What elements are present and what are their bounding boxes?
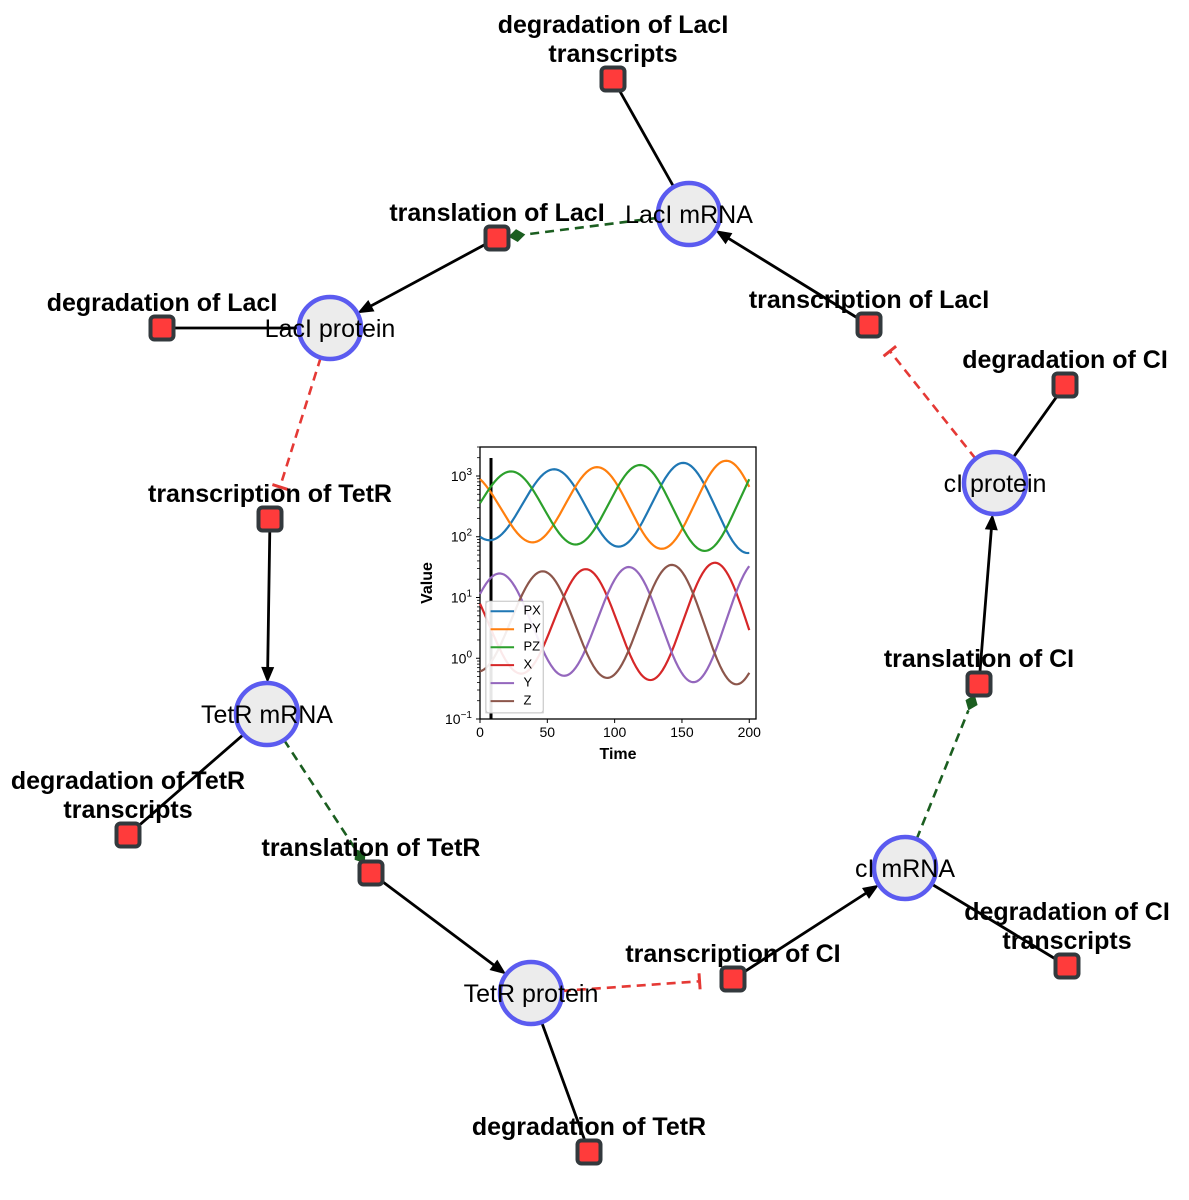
svg-text:transcripts: transcripts (63, 796, 192, 824)
svg-text:10−1: 10−1 (445, 710, 472, 727)
svg-text:LacI mRNA: LacI mRNA (625, 201, 753, 229)
svg-text:PZ: PZ (523, 639, 540, 654)
svg-text:PX: PX (523, 603, 541, 618)
svg-text:translation of LacI: translation of LacI (389, 199, 604, 227)
svg-text:Z: Z (523, 693, 531, 708)
svg-text:200: 200 (738, 724, 762, 740)
svg-text:Y: Y (523, 675, 532, 690)
svg-text:LacI protein: LacI protein (265, 315, 396, 343)
svg-text:150: 150 (670, 724, 694, 740)
svg-text:101: 101 (451, 588, 473, 605)
svg-text:Time: Time (599, 746, 636, 763)
svg-text:X: X (523, 657, 532, 672)
svg-text:103: 103 (451, 467, 473, 484)
svg-text:50: 50 (540, 724, 556, 740)
svg-text:translation of CI: translation of CI (884, 645, 1074, 673)
svg-text:degradation of LacI: degradation of LacI (47, 289, 278, 317)
svg-text:transcripts: transcripts (548, 40, 677, 68)
svg-text:degradation of TetR: degradation of TetR (11, 767, 245, 795)
svg-text:translation of TetR: translation of TetR (262, 834, 481, 862)
svg-text:transcription of LacI: transcription of LacI (749, 286, 989, 314)
svg-text:102: 102 (451, 528, 473, 545)
svg-text:transcription of CI: transcription of CI (625, 940, 840, 968)
svg-text:degradation of TetR: degradation of TetR (472, 1113, 706, 1141)
svg-text:transcripts: transcripts (1002, 927, 1131, 955)
svg-text:TetR mRNA: TetR mRNA (201, 701, 333, 729)
svg-text:Value: Value (419, 562, 436, 604)
svg-text:cI mRNA: cI mRNA (855, 855, 955, 883)
svg-text:PY: PY (523, 621, 541, 636)
svg-text:transcription of TetR: transcription of TetR (148, 480, 392, 508)
svg-text:degradation of CI: degradation of CI (962, 346, 1168, 374)
svg-text:100: 100 (603, 724, 627, 740)
svg-text:degradation of CI: degradation of CI (964, 898, 1170, 926)
svg-text:0: 0 (476, 724, 484, 740)
svg-text:cI protein: cI protein (944, 470, 1047, 498)
svg-text:TetR protein: TetR protein (464, 980, 599, 1008)
svg-text:degradation of LacI: degradation of LacI (498, 11, 729, 39)
svg-text:100: 100 (451, 649, 473, 666)
